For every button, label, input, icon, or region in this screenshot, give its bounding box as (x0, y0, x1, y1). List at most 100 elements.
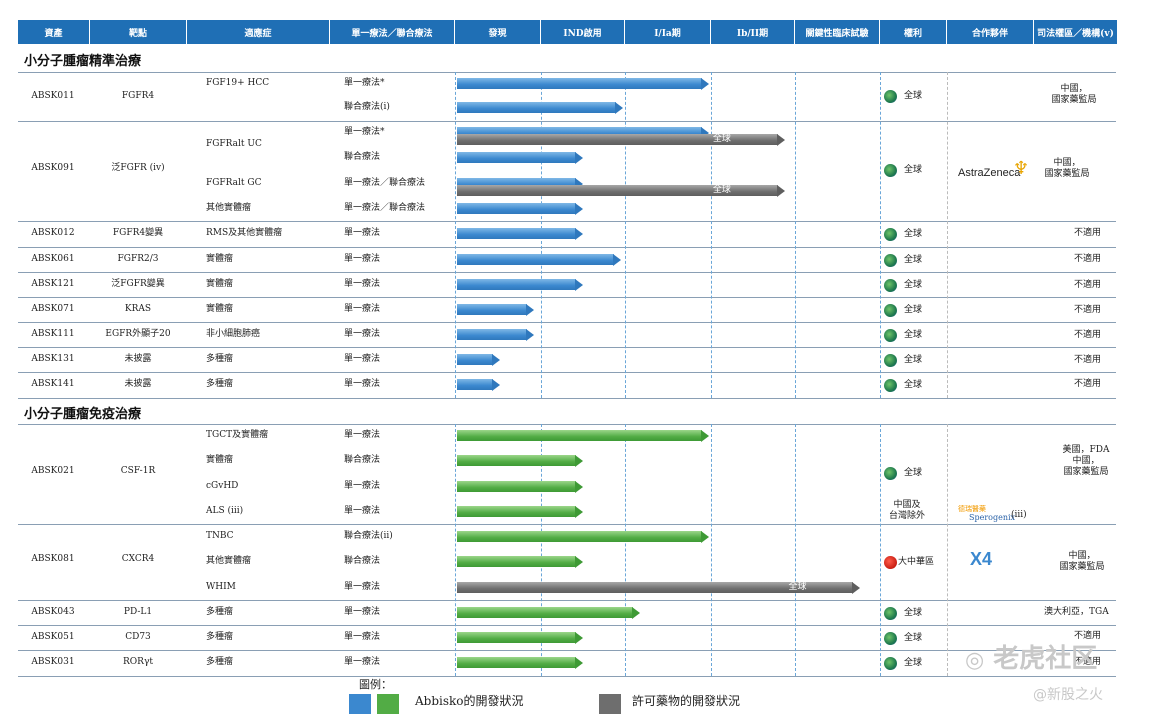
asset-name: ABSK121 (31, 279, 75, 289)
progress-bar-arrow (612, 253, 621, 266)
indication: 實體瘤 (206, 279, 234, 289)
indication: ALS (iii) (206, 506, 244, 516)
progress-bar-arrow (701, 77, 710, 90)
jurisdiction-text: 不適用 (1074, 631, 1102, 641)
row-divider (18, 221, 1116, 222)
stage-gridline (455, 72, 456, 398)
globe-icon (884, 304, 897, 317)
asset-name: ABSK021 (31, 466, 75, 476)
header-cell: 資產 (18, 20, 90, 44)
partner-gridline (947, 72, 948, 398)
rights-text: 全球 (904, 380, 923, 390)
therapy-type: 聯合療法 (344, 556, 381, 566)
progress-bar-arrow (632, 606, 641, 619)
rights-text: 全球 (904, 608, 923, 618)
licensed-progress-bar (457, 134, 778, 145)
partner-sperogenix: Sperogenix (969, 513, 1016, 522)
row-divider (18, 247, 1116, 248)
header-cell: 發現 (455, 20, 541, 44)
rights-text: 全球 (904, 633, 923, 643)
jurisdiction-text: 美國，FDA 中國， 國家藥監局 (1062, 445, 1110, 477)
globe-icon (884, 164, 897, 177)
therapy-type: 單一療法 (344, 632, 381, 642)
therapy-type: 單一療法 (344, 329, 381, 339)
progress-bar-arrow (526, 303, 535, 316)
therapy-type: 單一療法 (344, 254, 381, 264)
watermark-logo: ◎ 老虎社区 (965, 638, 1097, 675)
target-name: 泛FGFR (iv) (111, 163, 165, 173)
legend-title: 圖例： (359, 678, 392, 691)
indication: 多種瘤 (206, 632, 234, 642)
indication: RMS及其他實體瘤 (206, 228, 283, 238)
globe-icon (884, 90, 897, 103)
stage-gridline (795, 72, 796, 398)
therapy-type: 單一療法／聯合療法 (344, 178, 426, 188)
licensed-progress-bar (457, 582, 854, 593)
progress-bar-arrow (526, 328, 535, 341)
row-divider (18, 272, 1116, 273)
jurisdiction-text: 澳大利亞，TGA (1044, 607, 1109, 617)
target-name: CSF-1R (120, 466, 156, 476)
rights-text: 中國及 台灣除外 (888, 500, 926, 521)
globe-icon (884, 254, 897, 267)
indication: FGF19+ HCC (206, 78, 270, 88)
therapy-type: 單一療法 (344, 304, 381, 314)
progress-bar (457, 430, 703, 441)
globe-icon (884, 329, 897, 342)
row-divider (18, 347, 1116, 348)
progress-bar (457, 78, 703, 89)
section-title-immuno: 小分子腫瘤免疫治療 (24, 407, 142, 422)
therapy-type: 單一療法 (344, 228, 381, 238)
progress-bar (457, 127, 703, 138)
progress-bar (457, 102, 617, 113)
progress-bar (457, 556, 576, 567)
jurisdiction-text: 中國， 國家藥監局 (1044, 158, 1090, 179)
row-divider (18, 424, 1116, 425)
therapy-type: 單一療法／聯合療法 (344, 203, 426, 213)
progress-bar-arrow (575, 555, 583, 568)
progress-bar-arrow (575, 202, 583, 215)
globe-icon (884, 607, 897, 620)
partner-gridline (947, 424, 948, 676)
progress-bar (457, 455, 576, 466)
stage-gridline (711, 72, 712, 398)
indication: 實體瘤 (206, 254, 234, 264)
rights-text: 全球 (904, 229, 923, 239)
row-divider (18, 524, 1116, 525)
header-cell: 單一療法／聯合療法 (330, 20, 455, 44)
stage-gridline (541, 424, 542, 676)
progress-bar-arrow (575, 656, 583, 669)
stage-gridline (625, 424, 626, 676)
indication: FGFRalt UC (206, 139, 262, 149)
jurisdiction-text: 中國， 國家藥監局 (1059, 551, 1105, 572)
progress-bar (457, 178, 576, 189)
indication: 多種瘤 (206, 657, 234, 667)
row-divider (18, 600, 1116, 601)
therapy-type: 單一療法 (344, 582, 381, 592)
indication: TGCT及實體瘤 (206, 430, 269, 440)
therapy-type: 單一療法 (344, 506, 381, 516)
jurisdiction-text: 不適用 (1074, 379, 1102, 389)
legend-abbisko-label: Abbisko的開發狀況 (415, 694, 524, 708)
progress-bar-arrow (575, 480, 583, 493)
progress-bar (457, 379, 493, 390)
progress-bar-arrow (701, 530, 710, 543)
row-divider (18, 650, 1116, 651)
rights-text: 全球 (904, 330, 923, 340)
indication: 實體瘤 (206, 304, 234, 314)
globe-icon (884, 632, 897, 645)
therapy-type: 聯合療法(i) (344, 102, 390, 112)
row-divider (18, 398, 1116, 399)
progress-bar (457, 632, 576, 643)
licensed-bar-arrow (776, 133, 785, 146)
progress-bar (457, 203, 576, 214)
rights-text: 全球 (904, 658, 923, 668)
asset-name: ABSK011 (31, 91, 75, 101)
globe-icon (884, 228, 897, 241)
licensed-bar-label: 全球 (788, 582, 807, 592)
partner-note: (iii) (1011, 510, 1027, 520)
target-name: KRAS (124, 304, 152, 314)
header-cell: 司法權區／機構(v) (1034, 20, 1118, 44)
licensed-bar-arrow (852, 581, 861, 594)
header-cell: 靶點 (90, 20, 187, 44)
